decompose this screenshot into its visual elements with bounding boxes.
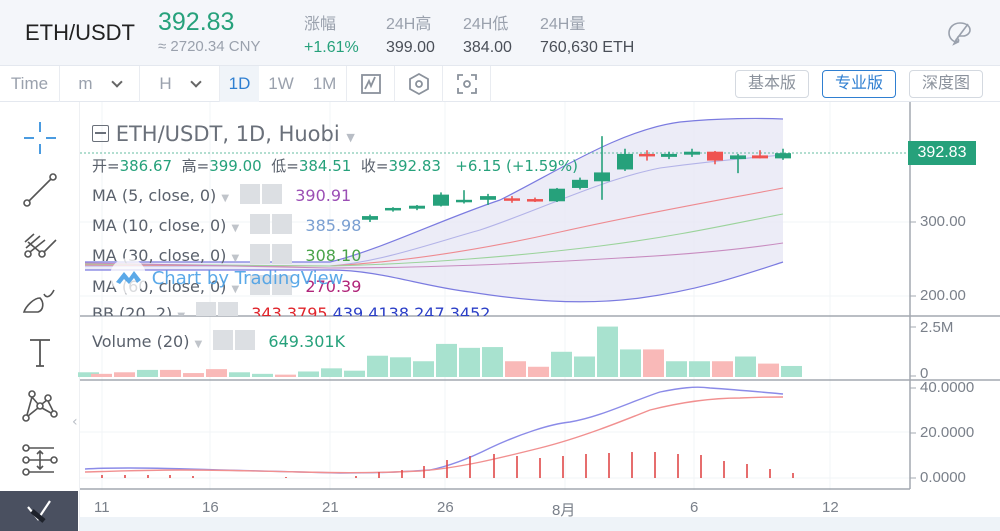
- chart-title[interactable]: ETH/USDT, 1D, Huobi ▼: [92, 122, 355, 146]
- volume-axis-label: 2.5M: [920, 319, 954, 336]
- pattern-tool[interactable]: [18, 384, 62, 428]
- gear-icon[interactable]: [250, 275, 271, 295]
- screenshot-button[interactable]: [443, 66, 491, 102]
- favorites-icon: [27, 500, 51, 523]
- screenshot-icon: [457, 74, 477, 94]
- collapse-sidebar-icon[interactable]: ‹: [72, 414, 78, 430]
- pair-name: ETH/USDT: [25, 20, 135, 45]
- close-icon[interactable]: [272, 275, 293, 295]
- time-axis-label: 12: [822, 499, 839, 516]
- pattern-icon: [22, 390, 58, 422]
- last-price: 392.83: [158, 8, 235, 36]
- depth-chart-button[interactable]: 深度图: [909, 70, 984, 98]
- price-axis-label: 200.00: [920, 287, 966, 304]
- ticker-header: ETH/USDT 392.83 ≈ 2720.34 CNY 涨幅 +1.61% …: [0, 0, 1000, 66]
- measure-icon: [22, 444, 58, 476]
- ohlc-legend: 开=386.67 高=399.00 低=384.51 收=392.83 +6.1…: [92, 157, 578, 175]
- pitchfork-icon: [24, 233, 57, 258]
- gear-icon[interactable]: [196, 302, 217, 316]
- pro-version-button[interactable]: 专业版: [822, 70, 897, 98]
- measure-tool[interactable]: [18, 438, 62, 482]
- interval-time[interactable]: Time: [0, 66, 60, 102]
- gear-icon[interactable]: [250, 214, 271, 234]
- indicator-settings-button[interactable]: [395, 66, 443, 102]
- gear-icon[interactable]: [250, 244, 271, 264]
- indicator-ma10[interactable]: MA (10, close, 0) ▼ 385.98: [92, 214, 362, 235]
- cny-price: ≈ 2720.34 CNY: [158, 38, 261, 55]
- gear-icon[interactable]: [213, 330, 234, 350]
- drawing-toolbar: ‹: [0, 102, 80, 531]
- pitchfork-tool[interactable]: [18, 222, 62, 266]
- close-icon[interactable]: [218, 302, 239, 316]
- text-tool[interactable]: [18, 330, 62, 374]
- macd-axis-label: 0.0000: [920, 469, 966, 486]
- volume-axis-label: 0: [920, 365, 929, 379]
- last-price-tag: 392.83: [908, 141, 976, 165]
- tradingview-watermark[interactable]: Chart by TradingView: [110, 258, 343, 294]
- close-icon[interactable]: [262, 184, 283, 204]
- macd-axis-label: 20.0000: [920, 424, 975, 441]
- chevron-down-icon: ▼: [346, 131, 355, 144]
- time-axis-label: 16: [202, 499, 219, 516]
- interval-minutes-dropdown[interactable]: m: [60, 66, 140, 102]
- crosshair-icon: [24, 122, 56, 154]
- indicator-bb[interactable]: BB (20, 2) ▼ 343.3795 439.4138 247.3452: [92, 302, 490, 316]
- interval-1w[interactable]: 1W: [268, 74, 294, 93]
- stat-24h-low: 24H低 384.00: [463, 16, 512, 56]
- trend-line-tool[interactable]: [18, 168, 62, 212]
- brush-icon: [22, 289, 55, 313]
- crosshair-tool[interactable]: [18, 116, 62, 160]
- chart-type-icon: [361, 74, 381, 94]
- volume-legend[interactable]: Volume (20) ▼ 649.301K: [92, 330, 346, 351]
- brush-tool[interactable]: [18, 276, 62, 320]
- interval-1m[interactable]: 1M: [303, 66, 347, 102]
- palette-brush-icon[interactable]: [946, 20, 974, 48]
- bottom-strip: [80, 517, 1000, 531]
- time-axis-label: 6: [690, 499, 699, 516]
- time-axis-label: 21: [322, 499, 339, 516]
- chart-toolbar: Time m H 1D 1W 1M 基本版 专业版 深度图: [0, 66, 1000, 102]
- close-icon[interactable]: [235, 330, 256, 350]
- text-icon: [30, 339, 50, 367]
- chart-type-button[interactable]: [347, 66, 395, 102]
- stat-24h-volume: 24H量 760,630 ETH: [540, 16, 635, 56]
- stat-change: 涨幅 +1.61%: [304, 16, 359, 56]
- interval-hours-dropdown[interactable]: H: [140, 66, 220, 102]
- trend-line-icon: [23, 173, 57, 207]
- gear-icon[interactable]: [240, 184, 261, 204]
- close-icon[interactable]: [272, 244, 293, 264]
- settings-hex-icon: [409, 72, 429, 96]
- collapse-legend-icon[interactable]: [92, 125, 109, 142]
- favorites-tool[interactable]: [0, 491, 78, 531]
- time-axis-label: 8月: [552, 502, 576, 519]
- interval-1d[interactable]: 1D: [220, 66, 259, 102]
- basic-version-button[interactable]: 基本版: [735, 70, 810, 98]
- macd-axis-label: 40.0000: [920, 379, 975, 396]
- time-axis-label: 11: [94, 499, 110, 516]
- close-icon[interactable]: [272, 214, 293, 234]
- time-axis-label: 26: [437, 499, 454, 516]
- stat-24h-high: 24H高 399.00: [386, 16, 435, 56]
- indicator-ma5[interactable]: MA (5, close, 0) ▼ 390.91: [92, 184, 352, 205]
- tradingview-logo-icon: [110, 258, 146, 294]
- price-axis-label: 300.00: [920, 213, 966, 230]
